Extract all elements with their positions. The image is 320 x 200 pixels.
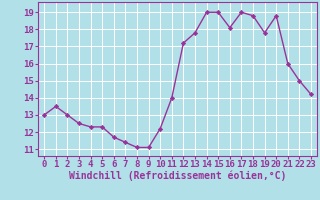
X-axis label: Windchill (Refroidissement éolien,°C): Windchill (Refroidissement éolien,°C) — [69, 171, 286, 181]
